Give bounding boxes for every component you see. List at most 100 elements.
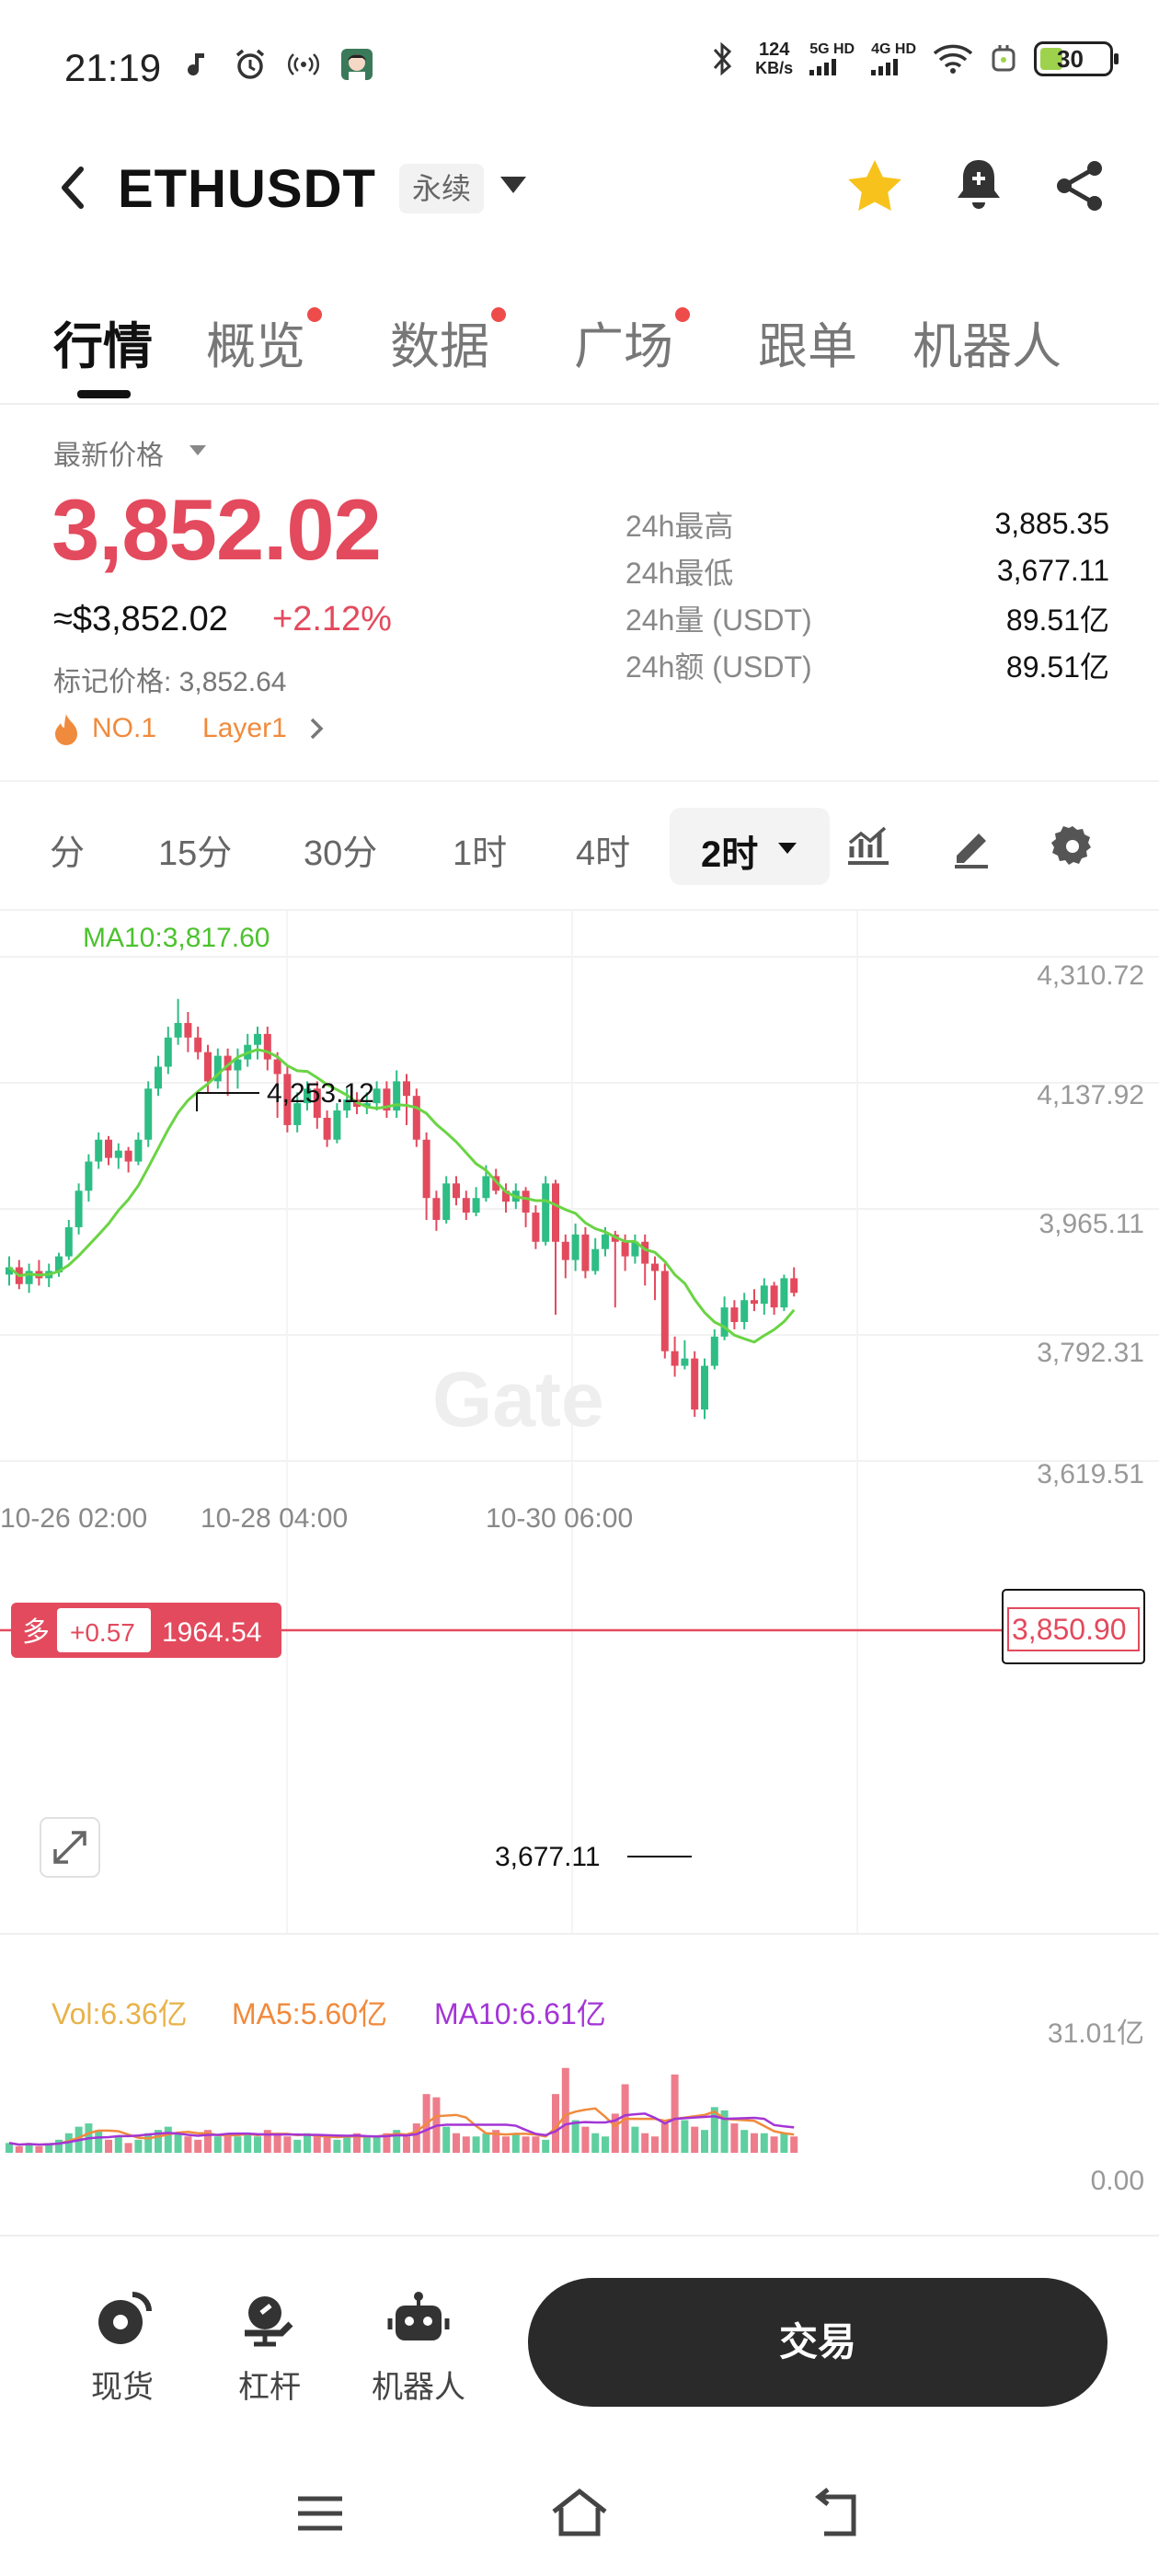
volume-bar: [561, 2067, 569, 2153]
kline-chart[interactable]: Gate 4,310.72 4,137.92 3,965.11 3,792.31 3,6…: [0, 911, 1159, 2245]
nfc-icon: [287, 53, 320, 75]
back-arrow-icon[interactable]: [52, 160, 98, 215]
stat-row: 24h额 (USDT) 89.51亿: [625, 650, 1109, 684]
volume-bar: [790, 2136, 798, 2153]
wifi-icon: [933, 44, 973, 74]
chart-settings-gear-icon[interactable]: [1047, 821, 1098, 872]
interval-15m[interactable]: 15分: [158, 834, 233, 873]
candle-body: [155, 1066, 162, 1089]
volume-bar: [155, 2130, 162, 2153]
volume-bar: [412, 2123, 420, 2153]
interval-30m[interactable]: 30分: [304, 834, 378, 873]
price-type-label[interactable]: 最新价格: [53, 441, 164, 471]
candle-body: [621, 1241, 629, 1257]
candle-body: [542, 1183, 550, 1242]
tab-data[interactable]: 数据: [390, 305, 506, 378]
volume-bar: [740, 2130, 749, 2153]
pair-title[interactable]: ETHUSDT: [118, 159, 376, 219]
interval-bar: 分 15分 30分 1时 4时 2时: [0, 782, 1159, 911]
volume-bar: [403, 2136, 410, 2153]
fullscreen-expand-icon[interactable]: [40, 1817, 100, 1878]
candle-body: [362, 1103, 371, 1108]
candle-body: [273, 1059, 281, 1075]
status-icons-right: 124 KB/s 5G HD 4G HD 30: [706, 40, 1119, 77]
price-alert-bell-icon[interactable]: [949, 155, 1008, 213]
volume-bar: [701, 2130, 708, 2153]
tab-market[interactable]: 行情: [53, 319, 153, 374]
volume-bar: [681, 2120, 689, 2153]
charge-icon: [992, 45, 1016, 72]
candle-body: [134, 1139, 143, 1162]
candle-body: [591, 1248, 600, 1271]
volume-bar: [105, 2139, 112, 2153]
volume-bar: [383, 2133, 391, 2153]
signal-4g: 4G HD: [871, 42, 916, 75]
back-nav-icon[interactable]: [808, 2484, 866, 2543]
pair-dropdown-icon[interactable]: [500, 177, 526, 193]
x-tick-label: 10-26 02:00: [0, 1503, 147, 1534]
volume-bar: [393, 2130, 401, 2153]
candle-body: [234, 1059, 242, 1071]
chart-grid: [0, 911, 1159, 1935]
candle-body: [780, 1278, 788, 1308]
candle-body: [502, 1190, 510, 1202]
candle-body: [602, 1234, 609, 1249]
x-axis: 10-26 02:00 10-28 04:00 10-30 06:00: [0, 1503, 633, 1534]
candle-body: [95, 1139, 103, 1162]
rank-tag[interactable]: NO.1: [92, 713, 157, 743]
menu-icon[interactable]: [291, 2484, 350, 2543]
category-tag[interactable]: Layer1: [202, 713, 287, 743]
interval-4h[interactable]: 4时: [576, 834, 631, 873]
candle-body: [522, 1190, 530, 1213]
nav-margin[interactable]: 杠杆: [210, 2287, 329, 2407]
share-icon[interactable]: [1050, 156, 1109, 215]
candle-body: [730, 1307, 739, 1322]
tab-bots[interactable]: 机器人: [912, 319, 1061, 374]
chevron-right-icon[interactable]: [307, 715, 326, 742]
tab-overview[interactable]: 概览: [206, 305, 322, 378]
volume-bar: [522, 2136, 530, 2153]
candle-body: [85, 1161, 93, 1191]
notification-dot: [491, 307, 506, 322]
draw-pencil-icon[interactable]: [946, 821, 997, 872]
robot-icon: [387, 2292, 450, 2340]
interval-selected-2h[interactable]: 2时: [670, 808, 830, 885]
volume-bar: [751, 2133, 758, 2153]
candle-body: [144, 1088, 153, 1140]
margin-icon: [245, 2296, 293, 2347]
candle-body: [224, 1055, 232, 1071]
candle-body: [720, 1307, 729, 1337]
status-bar: 21:19 124 KB/s 5G HD 4G HD 30: [0, 0, 1159, 138]
volume-bar: [780, 2133, 788, 2153]
volume-bar: [641, 2133, 649, 2153]
home-icon[interactable]: [548, 2484, 611, 2543]
tab-square[interactable]: 广场: [574, 305, 690, 378]
interval-minute[interactable]: 分: [50, 834, 86, 873]
mark-price: 标记价格: 3,852.64: [53, 667, 287, 697]
trade-button[interactable]: 交易: [528, 2278, 1107, 2407]
position-tag[interactable]: 多 +0.57 1964.54: [11, 1603, 281, 1658]
signal-5g: 5G HD: [809, 42, 855, 75]
volume-bar: [134, 2139, 143, 2153]
volume-bar: [293, 2139, 302, 2153]
volume-bar: [124, 2143, 132, 2153]
nav-spot[interactable]: 现货: [63, 2287, 182, 2407]
chart-watermark: Gate: [432, 1356, 604, 1443]
volume-bar: [631, 2126, 639, 2153]
price-type-dropdown-icon[interactable]: [189, 445, 206, 455]
stat-row: 24h量 (USDT) 89.51亿: [625, 603, 1109, 637]
contract-type-badge[interactable]: 永续: [399, 164, 485, 213]
stat-row: 24h最低 3,677.11: [625, 554, 1109, 590]
kline-svg[interactable]: Gate 4,310.72 4,137.92 3,965.11 3,792.31 3,6…: [0, 911, 1159, 2245]
tab-copy-trade[interactable]: 跟单: [758, 319, 857, 374]
interval-1h[interactable]: 1时: [453, 834, 508, 873]
tag-row[interactable]: NO.1 Layer1: [52, 712, 326, 745]
volume-bar: [273, 2133, 281, 2153]
volume-bar: [15, 2145, 23, 2153]
nav-bots[interactable]: 机器人: [359, 2287, 478, 2407]
volume-bar: [6, 2143, 13, 2153]
high-annotation: 4,253.12: [196, 1078, 374, 1111]
indicators-icon[interactable]: [843, 821, 894, 872]
favorite-star-icon[interactable]: [844, 156, 905, 217]
volume-bar: [213, 2136, 222, 2153]
